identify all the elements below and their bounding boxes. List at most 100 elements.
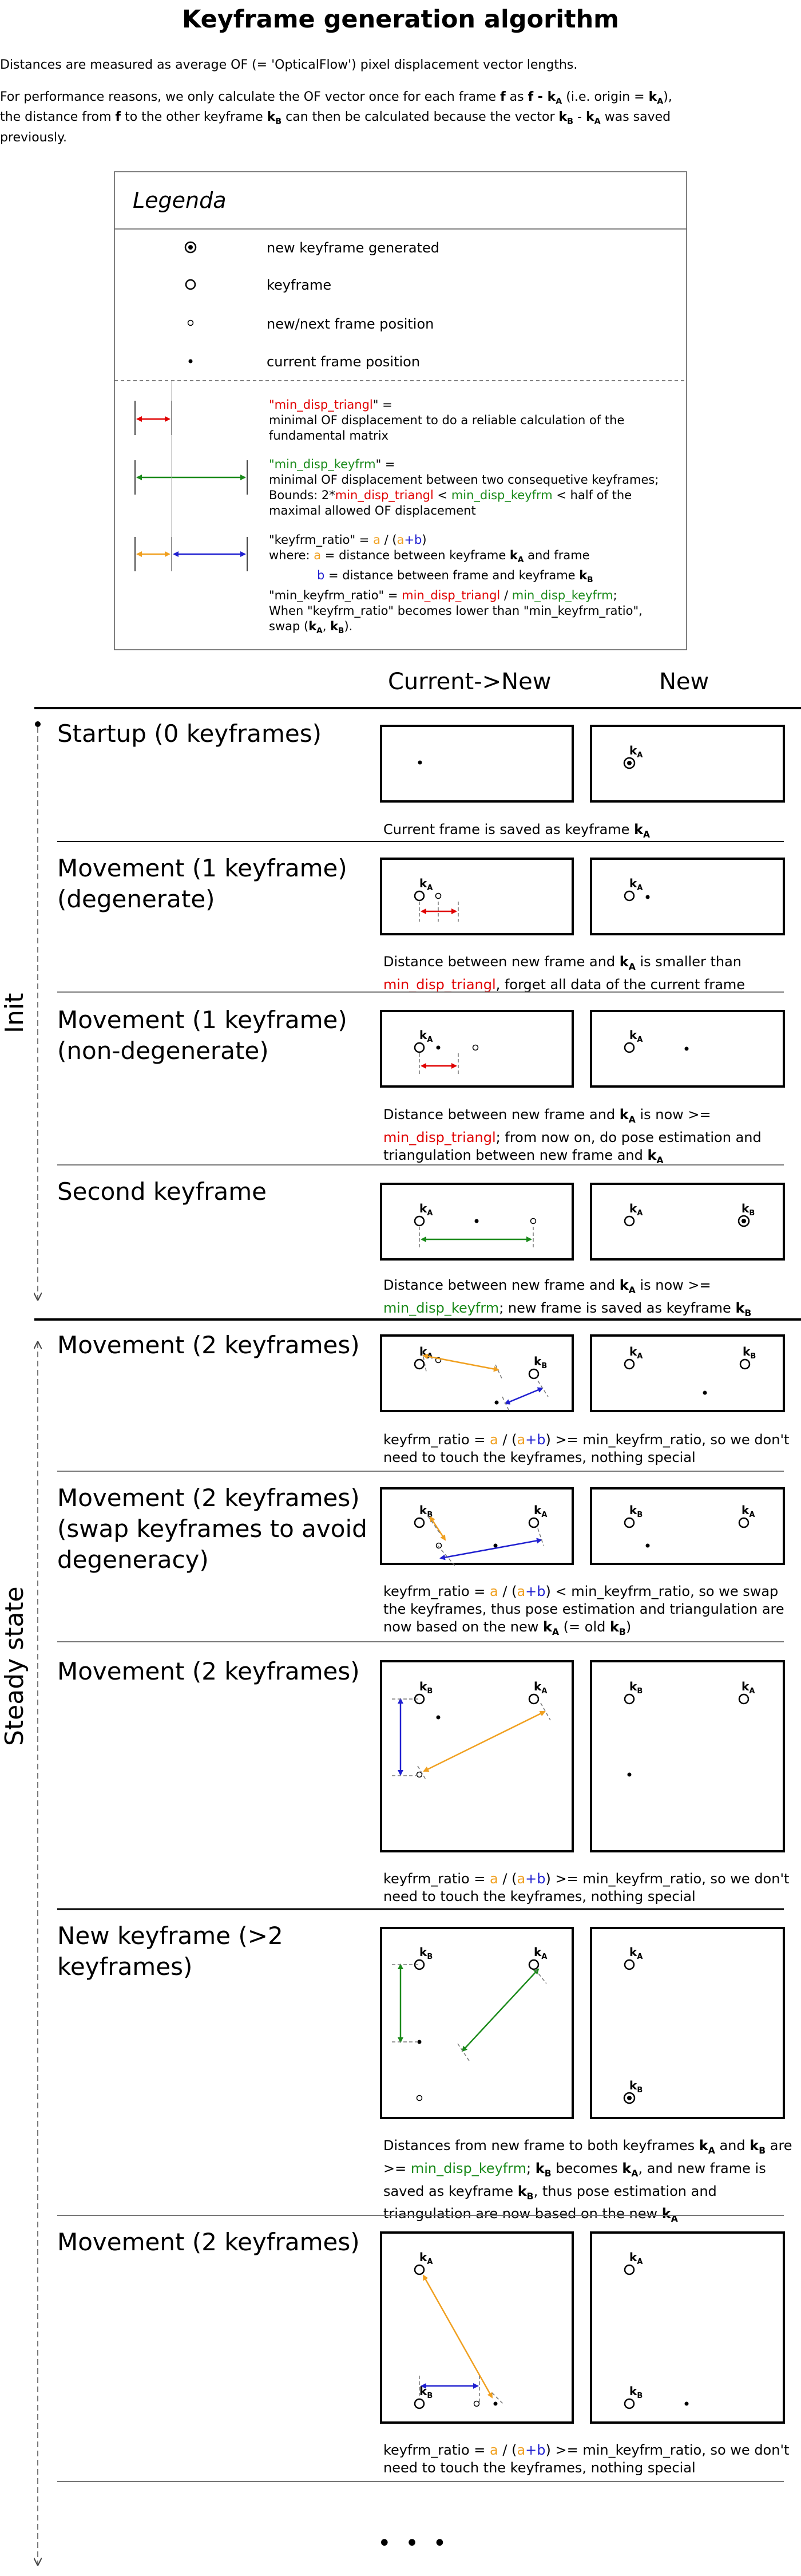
keyframe-icon [624,2264,635,2275]
keyframe-label: kB [741,1202,755,1218]
current-frame-icon [703,1390,707,1395]
guide-dashed-line [495,1364,503,1380]
section-title-movement-degenerate: Movement (1 keyframe) (degenerate) [57,854,347,913]
legend-box [114,171,687,650]
section-title-movement-2-keyframes-b: Movement (2 keyframes) [57,1657,360,1685]
current-new-frame-box [380,2231,574,2424]
keyframe-label: kA [629,1345,643,1361]
keyframe-icon [528,1368,540,1380]
legend-label-new-keyframe: new keyframe generated [267,240,440,256]
next-frame-icon [416,2095,423,2101]
keyframe-icon [739,1358,751,1370]
keyframe-label: kA [419,876,433,892]
keyframe-label: kA [629,1202,643,1218]
distance-a-arrow [422,1353,499,1372]
keyframe-label: kA [419,1345,433,1361]
caption-movement-swap: keyfrm_ratio = a / (a+b) < min_keyfrm_ra… [383,1583,784,1637]
keyframe-icon [624,1215,635,1227]
column-header-current-new: Current->New [388,669,552,695]
new-keyframe-icon-core [188,245,193,250]
keyframe-label-subscript: A [637,1953,643,1961]
current-frame-icon [684,2401,689,2406]
keyframe-label: kB [629,2384,643,2400]
section-title-startup: Startup (0 keyframes) [57,720,322,748]
current-frame-icon [645,1543,650,1548]
keyframe-icon [624,2398,635,2409]
keyframe-icon [528,1517,540,1528]
keyframe-icon [624,1042,635,1053]
keyframe-label: kB [629,2079,643,2095]
column-header-new: New [659,669,709,695]
keyframe-label: kA [629,876,643,892]
next-frame-icon [473,2400,480,2407]
keyframe-label-subscript: A [427,884,433,892]
new-keyframe-icon-core [741,1219,746,1223]
section-title-new-keyframe: New keyframe (>2 keyframes) [57,1922,283,1981]
keyframe-label: kB [743,1345,756,1361]
keyframe-label-subscript: A [637,884,643,892]
keyframe-label: kA [534,1503,547,1519]
caption-movement-2-keyframes-c: keyfrm_ratio = a / (a+b) >= min_keyfrm_r… [383,2442,790,2476]
guide-dashed-line [491,2392,504,2405]
current-frame-icon [188,359,193,364]
guide-dashed-line [537,1380,549,1397]
keyframe-icon [414,2264,425,2275]
current-new-frame-box [380,1660,574,1852]
current-frame-icon [493,2401,498,2406]
current-new-frame-box [380,858,574,935]
keyframe-label: kB [629,1680,643,1696]
keyframe-label: kB [419,1945,433,1961]
keyframe-label-subscript: B [750,1352,756,1361]
new-frame-box [590,1183,785,1261]
caption-new-keyframe: Distances from new frame to both keyfram… [383,2138,792,2225]
keyframe-label: kB [629,1503,643,1519]
keyframe-label-subscript: B [427,1687,433,1696]
guide-dashed-line [422,1350,427,1372]
keyframe-icon [624,1517,635,1528]
keyframe-icon [624,890,635,902]
keyframe-icon [414,1358,425,1370]
keyframe-icon [414,1215,425,1227]
keyframe-label: kA [419,2250,433,2266]
intro-line-1: Distances are measured as average OF (= … [0,58,578,72]
current-new-frame-box [380,1010,574,1088]
legend-label-next-frame: new/next frame position [267,316,434,332]
caption-movement-2-keyframes-b: keyfrm_ratio = a / (a+b) >= min_keyfrm_r… [383,1871,790,1905]
keyframe-label: kA [629,1945,643,1961]
next-frame-icon [472,1044,479,1051]
keyframe-label-subscript: A [637,1036,643,1044]
keyframe-label-subscript: A [427,1036,433,1044]
keyframe-label: kA [534,1680,547,1696]
legend-label-current-frame: current frame position [267,354,421,370]
section-title-movement-non-degenerate: Movement (1 keyframe) (non-degenerate) [57,1006,347,1065]
keyframe-icon [624,1693,635,1705]
keyframe-label: kA [741,1503,755,1519]
keyframe-icon [528,1959,540,1970]
keyframe-label-subscript: A [637,1352,643,1361]
min-disp-keyfrm-arrow [461,1968,540,2052]
current-new-frame-box [380,1927,574,2119]
keyframe-icon [738,1693,750,1705]
keyframe-label-subscript: B [637,1511,643,1519]
keyframe-icon [528,1693,540,1705]
distance-b-arrow [439,1538,542,1560]
guide-dashed-line [424,1511,441,1535]
page-title: Keyframe generation algorithm [182,5,619,34]
current-frame-icon [493,1543,498,1548]
new-frame-box [590,1927,785,2119]
keyframe-icon [738,1517,750,1528]
keyframe-icon [624,1959,635,1970]
new-keyframe-icon-core [627,2096,632,2100]
keyframe-label-subscript: B [637,2392,643,2400]
new-frame-box [590,1334,785,1412]
guide-dashed-line [534,1969,547,1984]
keyframe-label-subscript: A [637,1209,643,1218]
keyframe-label-subscript: A [541,1511,547,1519]
guide-dashed-line [502,1396,510,1412]
new-frame-box [590,725,785,803]
keyframe-label-subscript: B [637,2086,643,2095]
guide-dashed-line [537,1528,544,1546]
new-keyframe-icon-core [627,761,632,765]
keyframe-label-subscript: B [637,1687,643,1696]
distance-a-arrow [423,1710,546,1772]
